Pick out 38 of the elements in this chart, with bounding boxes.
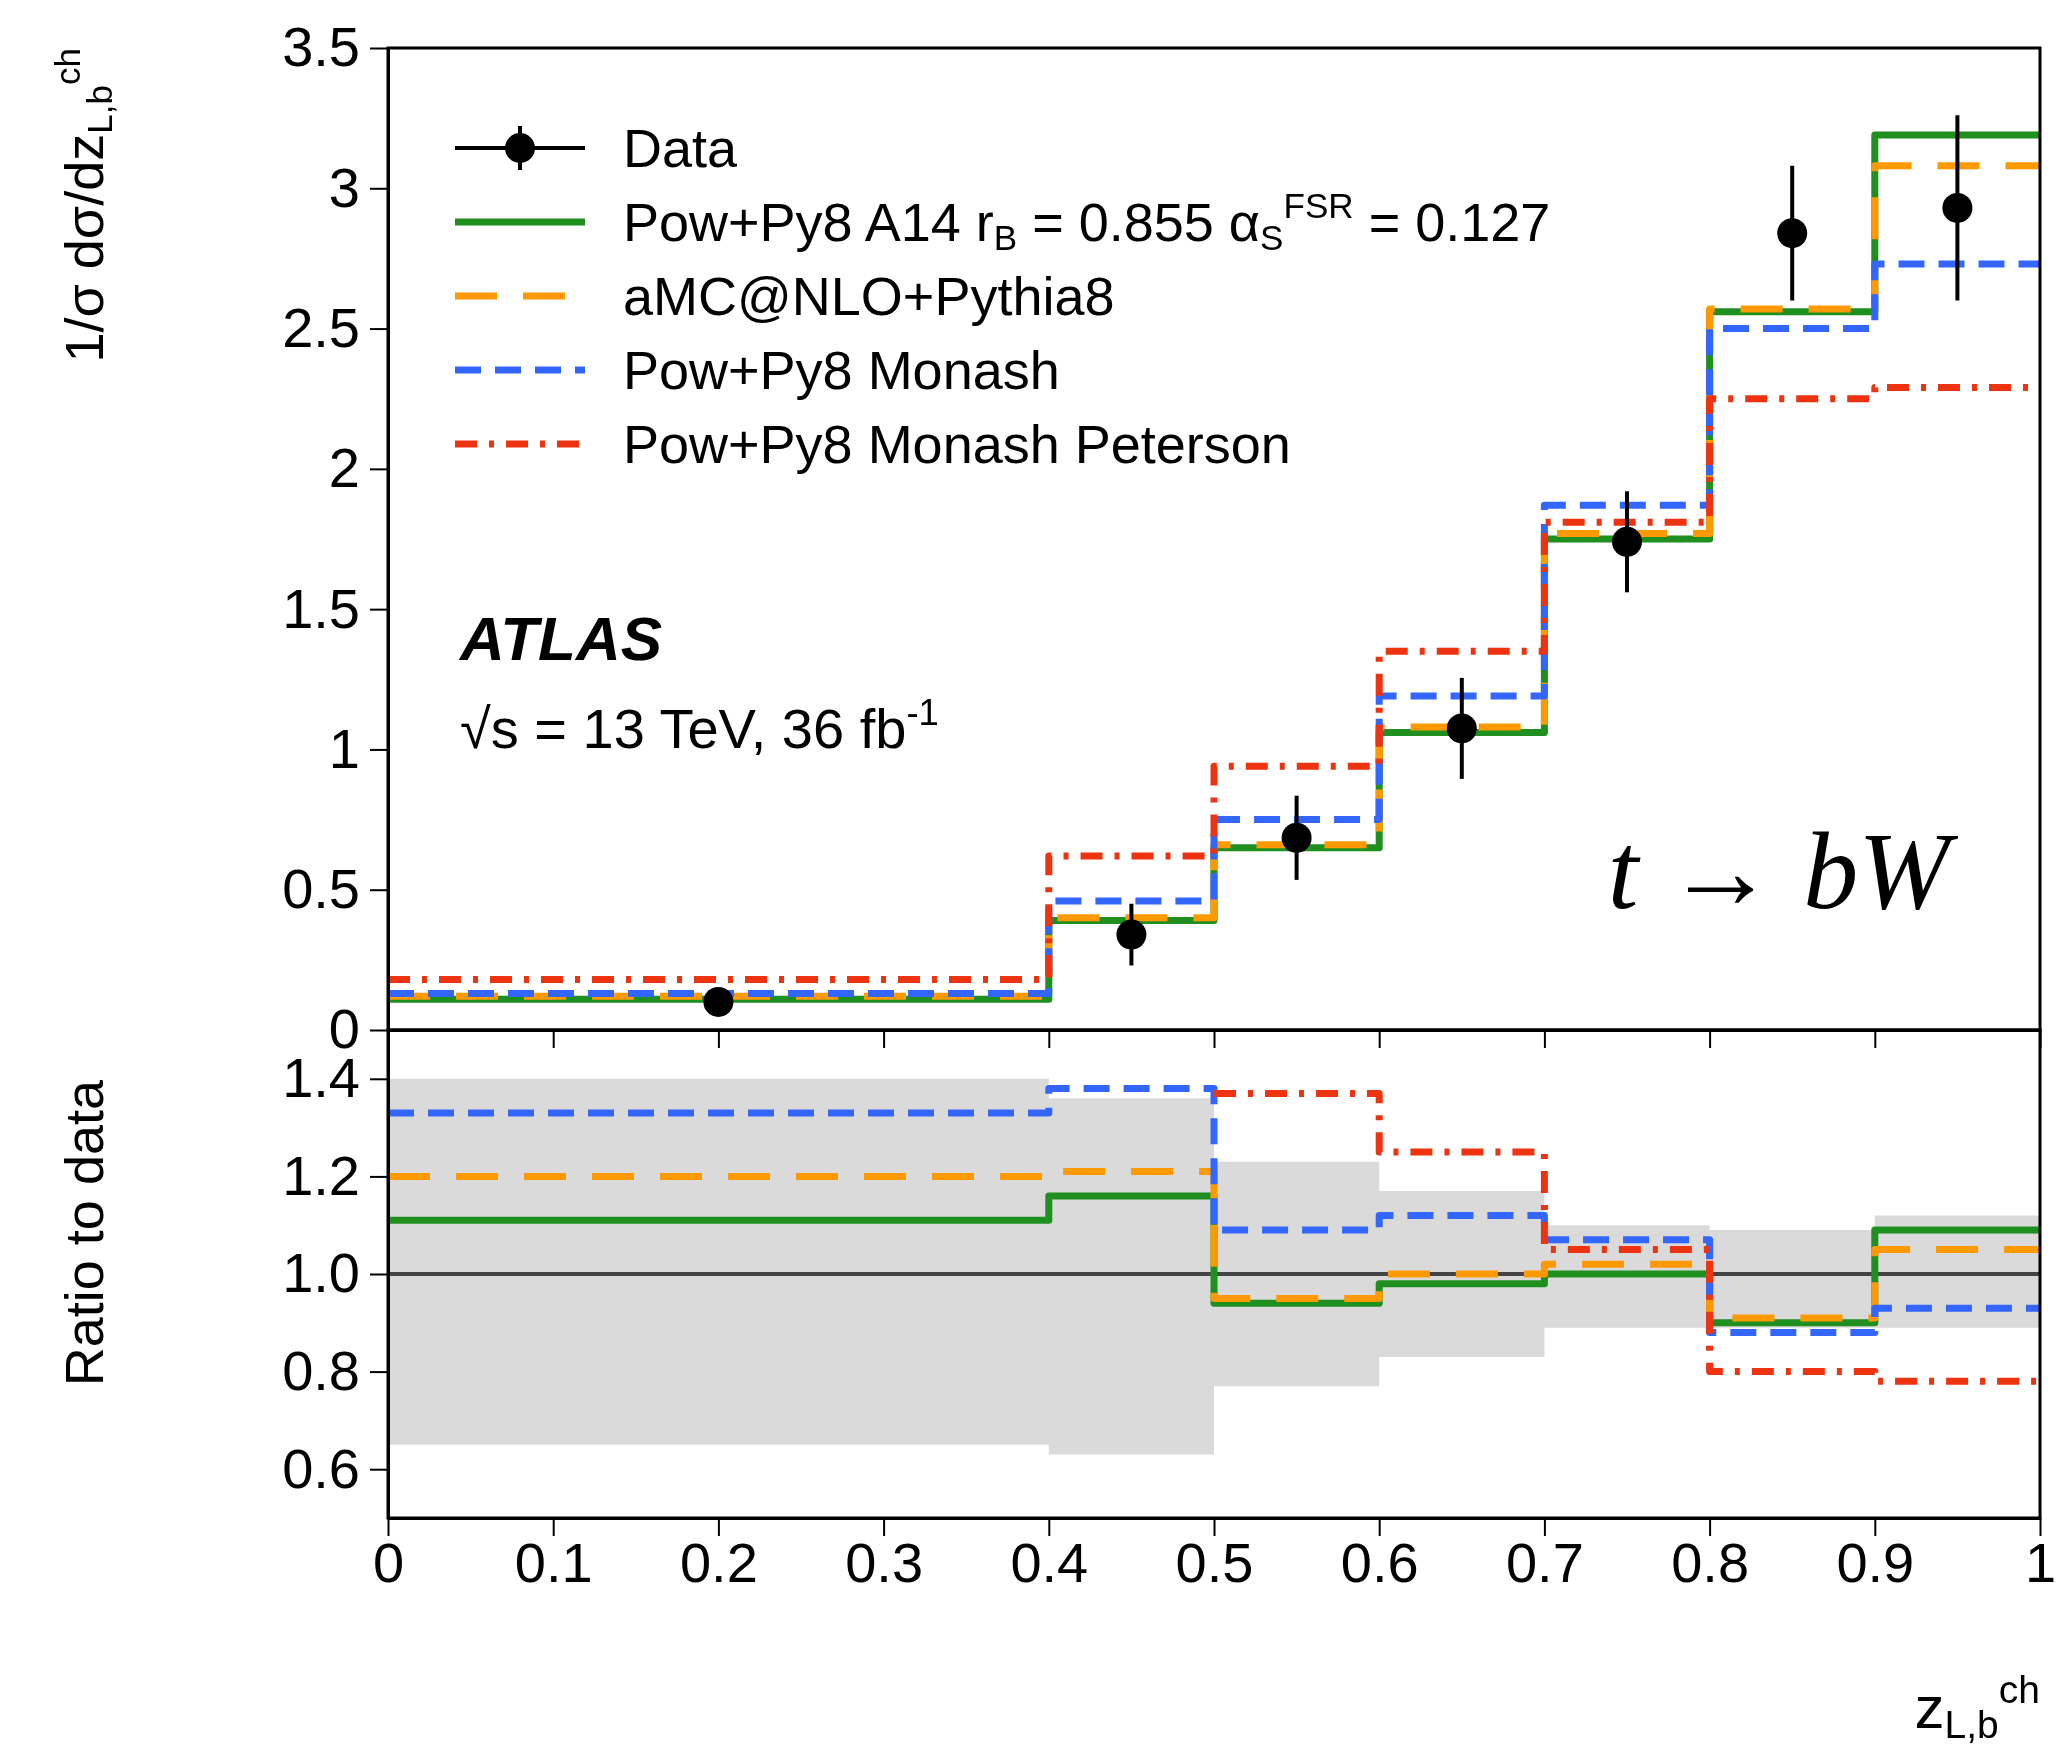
x-tick-label: 0.1 xyxy=(514,1530,593,1594)
point xyxy=(1446,713,1477,744)
y-tick-label: 0.8 xyxy=(282,1339,360,1403)
x-tick-label: 0.7 xyxy=(1505,1530,1584,1594)
legend-label: Pow+Py8 Monash Peterson xyxy=(623,414,1291,474)
y-tick-label: 2 xyxy=(328,436,360,500)
point xyxy=(1281,822,1312,853)
annotation: √s = 13 TeV, 36 fb$^{-1}$ xyxy=(460,691,939,760)
y-tick-label: 3.5 xyxy=(282,15,360,79)
x-tick-label: 0.3 xyxy=(845,1530,924,1594)
x-tick-label: 0.5 xyxy=(1175,1530,1254,1594)
y-tick-label: 1.2 xyxy=(282,1143,360,1207)
y-tick-label: 3 xyxy=(328,155,360,219)
y-tick-label: 0.6 xyxy=(282,1436,360,1500)
legend-label: Pow+Py8 Monash xyxy=(623,340,1060,400)
y-tick-label: 1.0 xyxy=(282,1241,360,1305)
annotation: ATLAS xyxy=(458,604,663,673)
x-tick-label: 0.2 xyxy=(679,1530,758,1594)
x-tick-label: 0.8 xyxy=(1671,1530,1750,1594)
x-tick-label: 1 xyxy=(2024,1530,2057,1594)
point xyxy=(1942,192,1973,223)
annotation: t → bW xyxy=(1607,810,1959,932)
point xyxy=(1116,919,1147,950)
y-tick-label: 1.5 xyxy=(282,576,360,640)
y-tick-label: 1 xyxy=(328,716,360,780)
x-tick-label: 0.9 xyxy=(1836,1530,1915,1594)
point xyxy=(1777,218,1808,249)
y-tick-label: 2.5 xyxy=(282,295,360,359)
x-tick-label: 0.4 xyxy=(1010,1530,1089,1594)
point xyxy=(703,986,734,1017)
x-tick-label: 0 xyxy=(372,1530,405,1594)
x-tick-label: 0.6 xyxy=(1340,1530,1419,1594)
y-axis-title: Ratio to data xyxy=(54,1079,114,1387)
point xyxy=(1612,526,1642,557)
legend-label: Data xyxy=(623,118,739,178)
legend-label: Pow+Py8 A14 r$_{B}$ = 0.855 α$_{S}$$^{FSR}$ = 0.127 xyxy=(623,186,1551,257)
legend-label: aMC@NLO+Pythia8 xyxy=(623,266,1115,326)
y-tick-label: 0.5 xyxy=(282,857,360,921)
